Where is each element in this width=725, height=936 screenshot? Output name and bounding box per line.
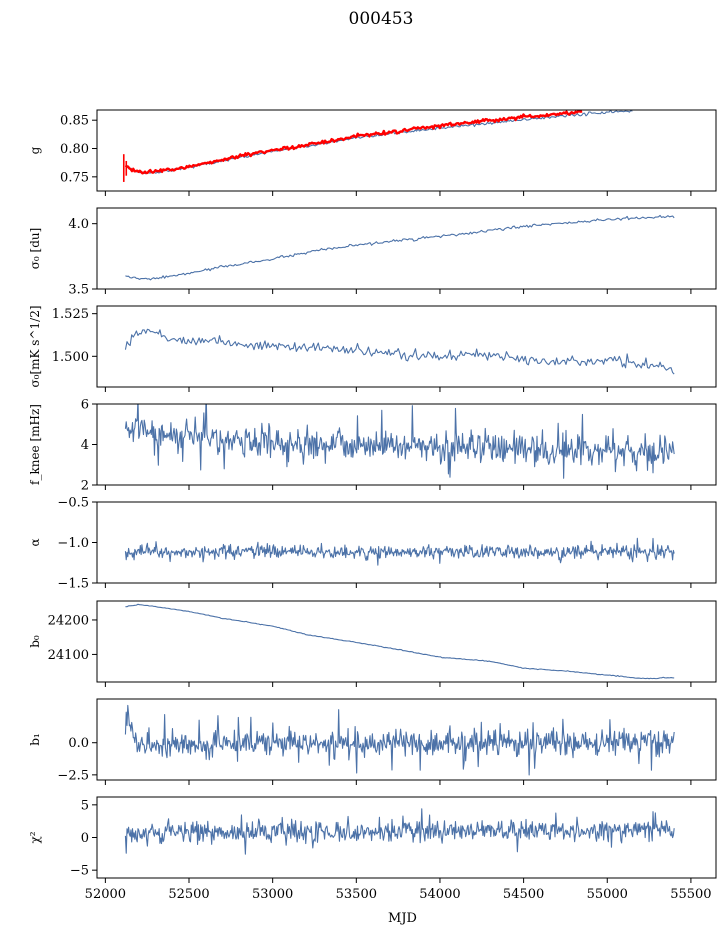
x-tick-label: 53000 (252, 887, 293, 902)
x-tick-label: 54000 (419, 887, 460, 902)
series-line-b1 (124, 704, 675, 776)
panel-1: 0.75 0.80 0.85 g (28, 109, 717, 196)
panel-frame (96, 698, 717, 781)
x-tick-label: 52000 (85, 887, 126, 902)
panel-7: −2.5 0.0 b₁ (28, 698, 717, 785)
y-axis-label: χ² (28, 831, 42, 843)
y-tick-label: 1.500 (52, 350, 89, 365)
y-axis-label: α (28, 538, 42, 546)
x-tick-label: 55000 (587, 887, 628, 902)
series-line-alpha (124, 537, 675, 566)
y-tick-label: 6 (81, 398, 89, 413)
x-tick-label: 52500 (168, 887, 209, 902)
y-axis-label: g (28, 146, 42, 154)
figure-title: 000453 (349, 9, 414, 29)
series-line-sigma0-du (125, 214, 675, 281)
y-tick-label: 0.80 (60, 142, 89, 157)
panel-6: 24100 24200 b₀ (28, 600, 717, 687)
panel-frame (96, 207, 717, 290)
y-axis-label: b₀ (28, 635, 42, 648)
y-tick-label: −1.5 (57, 577, 89, 592)
panels: 0.75 0.80 0.85 g 3.5 4.0 σ₀ [du] 1.500 1.525 σ₀[m… (28, 109, 717, 926)
y-tick-label: −2.5 (57, 768, 89, 783)
x-tick-label: 55500 (670, 887, 711, 902)
y-tick-label: 4 (81, 438, 89, 453)
y-tick-label: 24100 (48, 648, 89, 663)
y-tick-label: 1.525 (52, 307, 89, 322)
y-tick-label: 5 (81, 798, 89, 813)
y-tick-label: 24200 (48, 613, 89, 628)
y-axis-label: σ₀ [du] (28, 228, 42, 270)
y-tick-label: 0.85 (60, 114, 89, 129)
y-tick-label: 4.0 (68, 217, 89, 232)
y-tick-label: 0 (81, 831, 89, 846)
series-line-g-fit (124, 110, 583, 175)
panel-5: −1.5 −1.0 −0.5 α (28, 496, 717, 592)
panel-frame (96, 600, 717, 683)
series-line-sigma0-mks (124, 328, 675, 375)
y-tick-label: −5 (70, 864, 89, 879)
x-tick-label: 54500 (503, 887, 544, 902)
panel-3: 1.500 1.525 σ₀[mK s^1/2] (28, 305, 717, 392)
x-axis-label: MJD (388, 911, 417, 926)
y-tick-label: −0.5 (57, 496, 89, 511)
panel-frame (96, 501, 717, 584)
y-tick-label: 0.75 (60, 170, 89, 185)
y-tick-label: −1.0 (57, 536, 89, 551)
panel-frame (96, 796, 717, 879)
panel-frame (96, 305, 717, 388)
series-line-fknee (124, 404, 675, 479)
panel-8: 52000 52500 53000 53500 54000 54500 55000 55500… (28, 796, 717, 926)
series-line-b0 (125, 603, 675, 680)
panel-4: 2 4 6 f_knee [mHz] (28, 398, 717, 494)
y-tick-label: 3.5 (68, 283, 89, 298)
y-axis-label: f_knee [mHz] (28, 404, 42, 485)
y-tick-label: 2 (81, 479, 89, 494)
y-axis-label: σ₀[mK s^1/2] (28, 305, 42, 387)
series-line-chi2 (124, 808, 675, 855)
panel-frame (96, 109, 717, 192)
x-tick-label: 53500 (336, 887, 377, 902)
y-tick-label: 0.0 (68, 736, 89, 751)
panel-2: 3.5 4.0 σ₀ [du] (28, 207, 717, 298)
y-axis-label: b₁ (28, 733, 42, 746)
